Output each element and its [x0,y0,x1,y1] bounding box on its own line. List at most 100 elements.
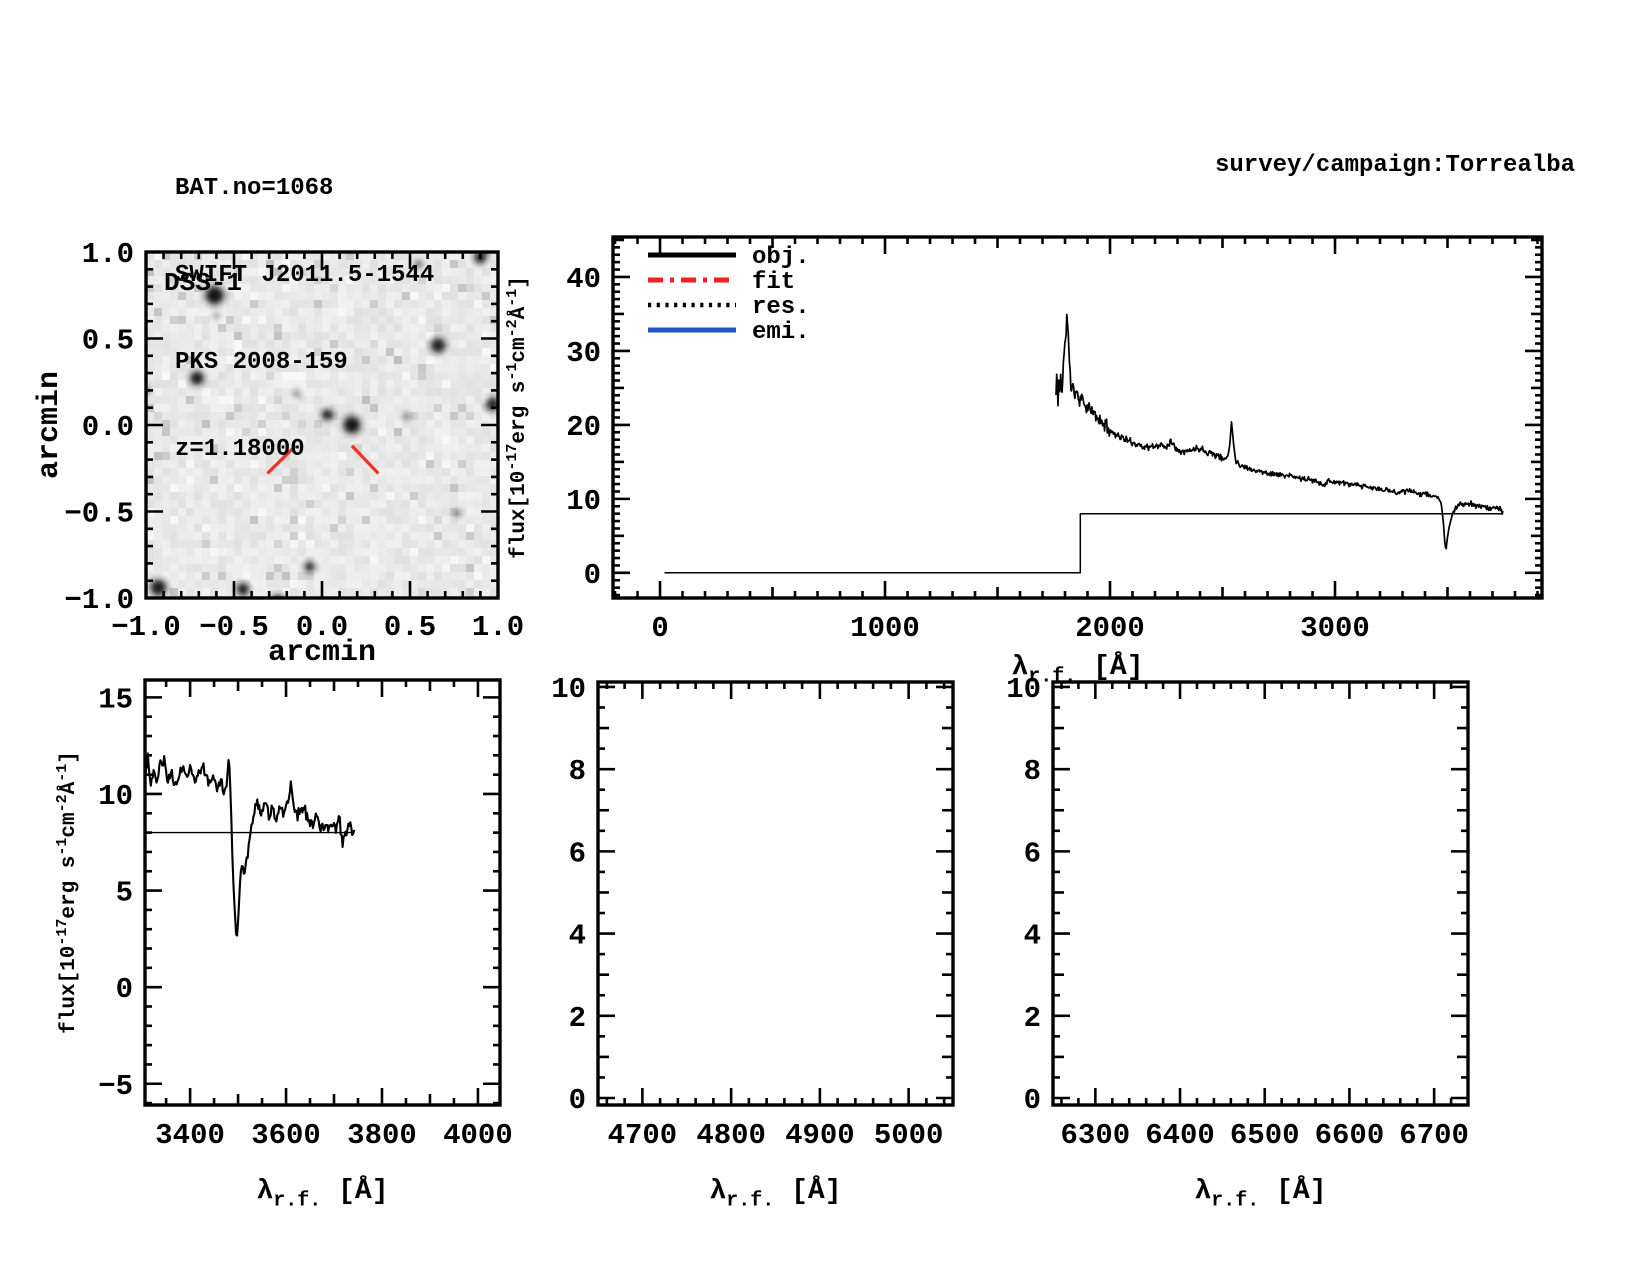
x-tick-label: 4800 [696,1119,766,1152]
y-tick-label: 10 [566,485,601,518]
y-tick-label: 6 [1024,837,1041,870]
target-marker-line [350,444,380,475]
y-tick-label: 1.0 [82,238,134,271]
legend-label: res. [752,294,810,321]
legend-label: obj. [752,244,810,271]
target-marker-group [266,444,380,475]
tick-labels-zoom2: 4700 4800 4900 5000 0 2 4 6 8 10 [551,673,943,1152]
x-tick-label: 4700 [608,1119,678,1152]
survey-campaign-label: survey/campaign:Torrealba [1215,152,1576,179]
spectrum-obj-line [1055,313,1504,550]
target-marker-line [266,444,297,475]
y-tick-label: 0 [584,559,601,592]
star [415,260,423,268]
x-axis-label-zoom2: λr.f. [Å] [709,1175,841,1212]
y-tick-label: 4 [1024,920,1041,953]
y-axis-label-main: flux[10-17erg s-1cm-2Å-1] [504,276,531,559]
plot-frame-dss [144,250,500,600]
panel-zoom3: 6300 6400 6500 6600 6700 0 2 4 6 8 10 λr.f. [Å] [1006,673,1470,1212]
y-tick-label: 30 [566,337,601,370]
star [293,390,301,398]
x-tick-label: 0 [651,612,668,645]
y-axis-label-zoom1: flux[10-17erg s-1cm-2Å-1] [54,751,81,1034]
star [305,562,315,572]
star [206,287,223,304]
y-tick-label: 10 [551,673,586,706]
x-tick-label: 6700 [1399,1119,1469,1152]
x-axis-label-main: λr.f. [Å] [1011,651,1143,688]
axis-ticks-zoom1 [145,680,500,1105]
legend-label: fit [752,269,795,296]
plot-frame-zoom1 [143,678,502,1107]
plot-frame-main [611,235,1544,600]
panel-zoom2: 4700 4800 4900 5000 0 2 4 6 8 10 λr.f. [Å] [551,673,955,1212]
tick-labels-dss: −1.0 −0.5 0.0 0.5 1.0 −1.0 −0.5 0.0 0.5 1.0 [64,238,524,644]
series-group-main [664,313,1504,574]
tick-labels-zoom3: 6300 6400 6500 6600 6700 0 2 4 6 8 10 [1006,673,1469,1152]
axis-ticks-zoom2 [598,682,953,1105]
panel-dss: −1.0 −0.5 0.0 0.5 1.0 −1.0 −0.5 0.0 0.5 1.0 arcmin… [33,238,524,670]
x-tick-label: 6300 [1061,1119,1131,1152]
x-tick-label: 5000 [874,1119,944,1152]
y-tick-label: −0.5 [64,498,134,531]
plot-frame-zoom3 [1051,680,1470,1107]
legend-label: emi. [752,319,810,346]
x-tick-label: 1.0 [472,611,524,644]
bat-number-label: BAT.no=1068 [175,175,334,202]
x-tick-label: 6600 [1315,1119,1385,1152]
y-tick-label: 4 [569,920,586,953]
y-tick-label: −5 [98,1070,133,1103]
x-tick-label: −0.5 [199,611,269,644]
x-tick-label: 3400 [155,1119,225,1152]
y-tick-label: 2 [569,1002,586,1035]
star [213,313,220,320]
star [402,412,410,420]
y-tick-label: 0 [1024,1084,1041,1117]
y-axis-label-dss: arcmin [33,371,67,479]
spectrum-obj-line [145,752,356,937]
axis-ticks-zoom3 [1053,682,1470,1105]
y-tick-label: 40 [566,263,601,296]
y-tick-label: 0.0 [82,411,134,444]
star [191,372,204,385]
dss-stars [146,252,498,598]
star-halo [269,592,287,598]
x-tick-label: 1000 [850,612,920,645]
y-tick-label: 5 [116,877,133,910]
y-tick-label: 8 [1024,755,1041,788]
y-tick-label: 0 [116,973,133,1006]
y-tick-label: 0 [569,1084,586,1117]
x-tick-label: 6500 [1230,1119,1300,1152]
star [237,583,249,595]
x-tick-label: 4900 [785,1119,855,1152]
series-group-zoom1 [145,752,356,937]
swift-name-label: SWIFT J2011.5-1544 [175,262,435,289]
y-tick-label: 15 [98,683,133,716]
x-axis-label-dss: arcmin [268,636,376,670]
source-name-label: PKS 2008-159 [175,349,348,376]
x-axis-label-zoom3: λr.f. [Å] [1194,1175,1326,1212]
y-tick-label: 20 [566,411,601,444]
panel-main: 0 1000 2000 3000 0 10 20 30 40 λr.f. [Å] flux[10-1… [504,235,1544,688]
spectrum-res-line [664,512,1504,574]
star [344,417,360,433]
x-tick-label: 0.0 [296,611,348,644]
y-tick-label: 10 [1006,673,1041,706]
plot-frame-zoom2 [596,680,955,1107]
x-tick-label: −1.0 [111,611,181,644]
x-tick-label: 3800 [347,1119,417,1152]
y-tick-label: 0.5 [82,325,134,358]
x-tick-label: 2000 [1075,612,1145,645]
x-tick-label: 6400 [1145,1119,1215,1152]
x-tick-label: 4000 [443,1119,513,1152]
tick-labels-zoom1: 3400 3600 3800 4000 −5 0 5 10 15 [98,683,513,1152]
y-tick-label: 10 [98,780,133,813]
y-tick-label: −1.0 [64,584,134,617]
panel-zoom1: 3400 3600 3800 4000 −5 0 5 10 15 λr.f. [Å] flux[10… [54,678,513,1212]
y-tick-label: 8 [569,755,586,788]
image-survey-title: DSS-1 [164,268,242,298]
x-tick-label: 3000 [1300,612,1370,645]
star [454,509,462,517]
